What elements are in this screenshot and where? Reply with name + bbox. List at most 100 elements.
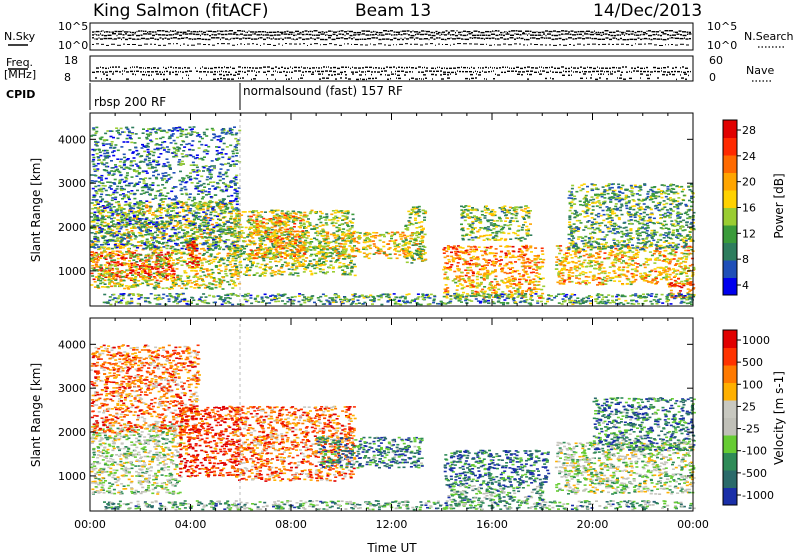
power-cell (91, 258, 95, 261)
power-cell (90, 244, 94, 246)
power-cell (170, 202, 174, 204)
power-cell (263, 274, 267, 277)
power-cell (230, 194, 234, 197)
power-cell (157, 173, 160, 176)
nsky-trace-point (365, 44, 368, 46)
power-cell (99, 219, 103, 222)
freq-trace-point (221, 70, 222, 72)
power-cell (94, 148, 98, 151)
freq-trace-point (203, 71, 206, 73)
power-cell (187, 132, 190, 135)
power-cell (235, 174, 239, 177)
power-cell (233, 182, 237, 185)
power-cell (180, 224, 184, 227)
freq-trace-point (101, 78, 102, 80)
power-cell (152, 127, 156, 129)
power-cell (198, 229, 202, 231)
power-cell (171, 133, 175, 135)
power-cell (119, 174, 123, 176)
nsky-trace-point (168, 43, 171, 45)
power-cell (234, 208, 238, 211)
freq-trace-point (646, 66, 648, 69)
power-cell (164, 276, 168, 279)
power-cell (105, 139, 109, 141)
power-cell (120, 189, 124, 192)
nsky-trace-point (489, 31, 492, 33)
power-cell (184, 226, 188, 228)
freq-trace-point (244, 71, 246, 73)
power-cell (293, 260, 297, 263)
power-cell (350, 265, 354, 268)
nsky-trace-point (302, 33, 304, 36)
power-cell (175, 201, 179, 204)
power-cell (291, 274, 295, 276)
power-cell (163, 227, 167, 229)
freq-trace-point (488, 67, 489, 69)
power-cell (92, 158, 96, 161)
power-cell (220, 281, 224, 284)
nsearch-tick-top: 10^5 (707, 20, 737, 33)
freq-trace-point (153, 67, 156, 69)
power-cell (183, 186, 187, 188)
power-cell (130, 190, 134, 192)
power-cell (121, 198, 124, 200)
power-cell (217, 218, 220, 221)
freq-trace-point (316, 66, 317, 69)
power-cell (322, 240, 326, 243)
power-cell (104, 258, 108, 260)
power-cell (218, 173, 222, 175)
nsky-trace-point (200, 30, 203, 33)
power-cell (227, 158, 231, 160)
nsky-trace-point (406, 30, 410, 32)
power-cell (274, 271, 278, 273)
power-cell (101, 163, 105, 165)
power-cell (177, 285, 181, 287)
power-cell (214, 135, 218, 138)
power-cell (252, 225, 256, 227)
nsky-trace-point (332, 33, 336, 36)
power-cell (303, 211, 307, 214)
nsky-trace-point (135, 31, 136, 34)
power-cell (144, 170, 148, 172)
power-cell (217, 152, 221, 154)
power-cell (298, 211, 302, 214)
power-cell (128, 131, 131, 134)
power-cell (228, 255, 232, 257)
freq-trace-point (375, 77, 377, 79)
nsky-trace-point (365, 34, 370, 36)
power-cell (145, 281, 149, 283)
power-cell (139, 260, 142, 262)
power-cell (150, 189, 154, 192)
power-cell (138, 212, 142, 214)
freq-trace-point (479, 71, 481, 74)
power-cell (101, 184, 105, 187)
freq-trace-point (92, 71, 95, 74)
power-cell (117, 283, 121, 285)
power-cell (128, 137, 132, 139)
nsky-trace-point (463, 30, 466, 32)
power-cell (185, 224, 189, 226)
nsky-trace-point (140, 34, 143, 36)
power-cell (235, 160, 239, 162)
freq-trace-point (202, 66, 203, 68)
power-cell (189, 204, 193, 206)
power-cell (127, 234, 131, 236)
power-cell (142, 182, 146, 184)
nsky-trace-point (402, 38, 404, 41)
power-cell (154, 268, 158, 270)
power-cell (96, 286, 100, 288)
power-cell (117, 226, 121, 228)
power-cell (233, 184, 237, 186)
nsky-trace-point (495, 34, 499, 37)
power-cell (174, 228, 177, 231)
power-cell (145, 259, 149, 261)
power-cell (176, 276, 180, 278)
nsky-trace-point (241, 30, 244, 32)
power-cell (256, 214, 260, 217)
power-cell (151, 217, 155, 220)
power-cell (120, 178, 124, 181)
freq-trace-point (646, 74, 649, 76)
nsky-trace-point (220, 30, 223, 33)
power-cell (104, 177, 108, 180)
power-cell (200, 157, 204, 160)
